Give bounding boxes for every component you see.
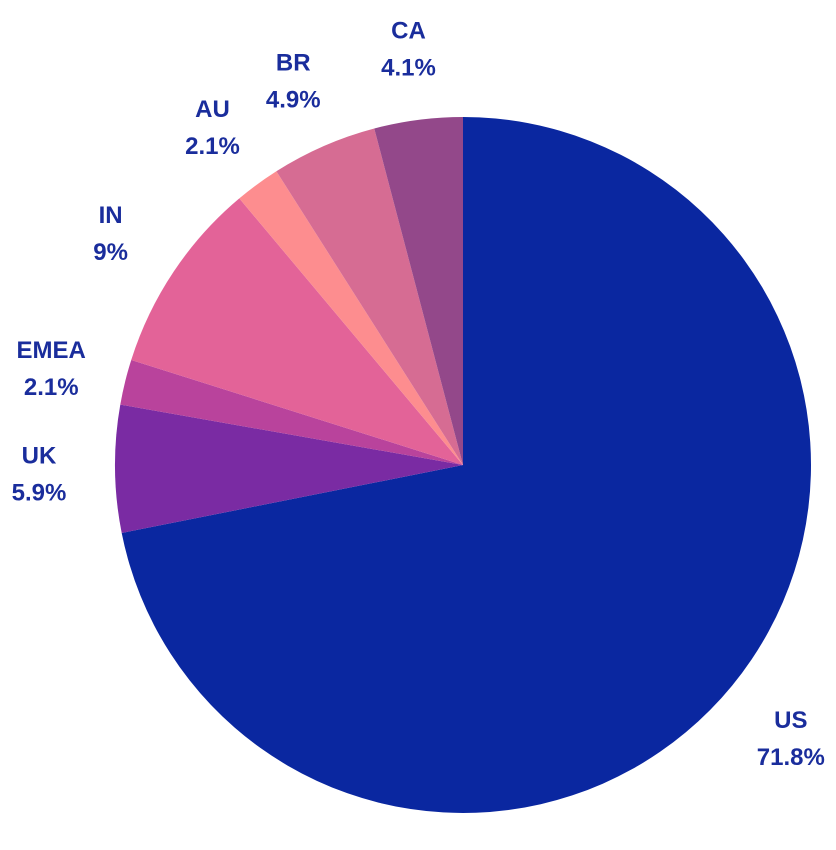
slice-label-us: US: [774, 707, 807, 734]
slice-value-emea: 2.1%: [24, 374, 79, 401]
slice-value-br: 4.9%: [266, 87, 321, 114]
slice-label-uk: UK: [22, 443, 57, 470]
slice-label-au: AU: [195, 96, 230, 123]
pie-slices: [115, 117, 811, 813]
pie-slice-emea: [120, 359, 463, 465]
pie-labels: US 71.8% UK 5.9% EMEA 2.1% IN 9% AU 2.1% BR 4.9% CA 4…: [12, 18, 825, 772]
pie-slice-us: [121, 117, 811, 813]
pie-slice-uk: [115, 404, 463, 533]
pie-slice-ca: [374, 117, 463, 465]
pie-slice-au: [239, 171, 463, 465]
slice-value-au: 2.1%: [185, 133, 240, 160]
slice-value-us: 71.8%: [757, 744, 825, 771]
slice-value-ca: 4.1%: [381, 55, 436, 82]
slice-label-ca: CA: [391, 18, 426, 45]
slice-label-emea: EMEA: [17, 337, 86, 364]
pie-slice-br: [276, 128, 463, 465]
slice-value-in: 9%: [93, 239, 128, 266]
pie-slice-in: [131, 198, 464, 466]
slice-label-br: BR: [276, 50, 311, 77]
slice-label-in: IN: [99, 202, 123, 229]
slice-value-uk: 5.9%: [12, 480, 67, 507]
